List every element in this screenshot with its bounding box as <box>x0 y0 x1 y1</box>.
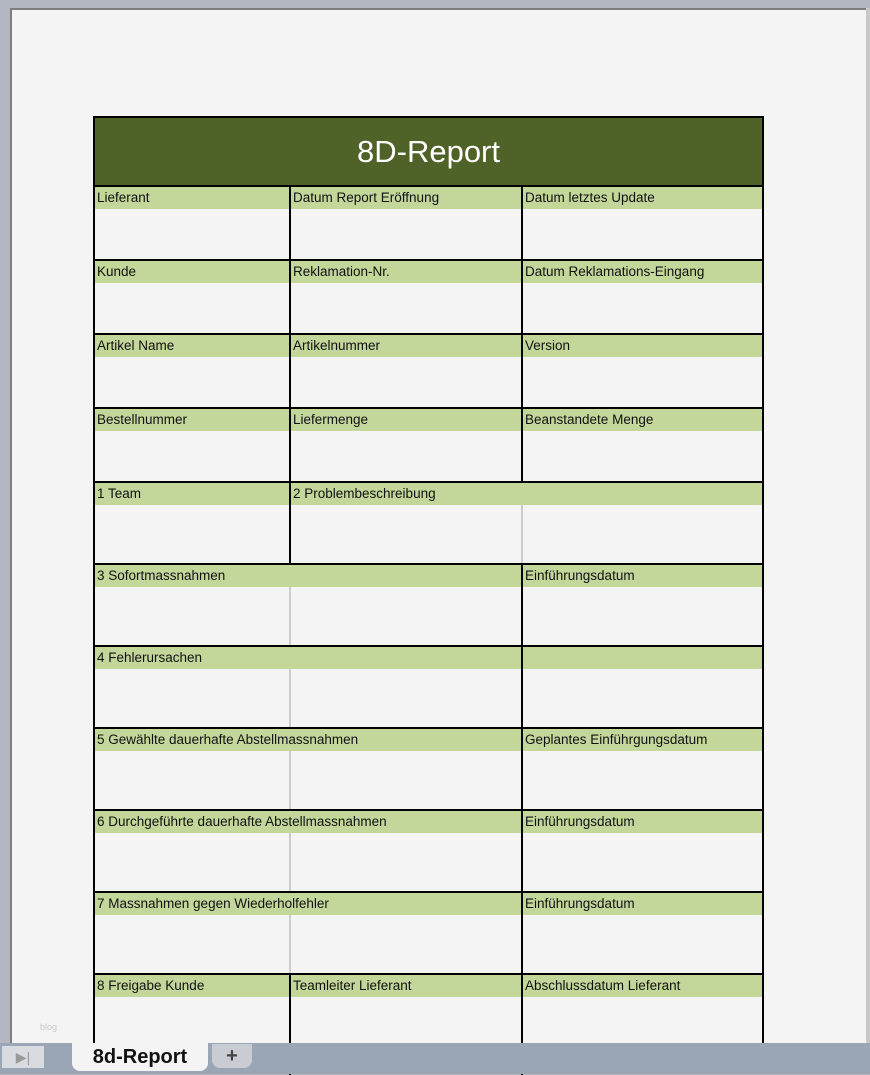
table-row: 8 Freigabe Kunde Teamleiter Lieferant Ab… <box>95 975 762 1075</box>
table-row: Bestellnummer Liefermenge Beanstandete M… <box>95 409 762 483</box>
field-team[interactable]: 1 Team <box>97 486 142 501</box>
scroll-edge <box>866 8 870 1043</box>
field-geplantes-einfuehrungsdatum[interactable]: Geplantes Einführgungsdatum <box>521 729 762 809</box>
watermark: blog <box>40 1022 58 1032</box>
add-sheet-button[interactable]: + <box>212 1044 252 1068</box>
field-einfuehrungsdatum-6[interactable]: Einführungsdatum <box>521 811 762 891</box>
field-einfuehrungsdatum-7[interactable]: Einführungsdatum <box>521 893 762 973</box>
field-abstellmassnahmen-durchgefuehrt[interactable]: 6 Durchgeführte dauerhafte Abstellmassna… <box>97 814 387 829</box>
field-bestellnummer[interactable]: Bestellnummer <box>97 412 188 427</box>
sheet-tab-8d-report[interactable]: 8d-Report <box>72 1043 208 1071</box>
report-title: 8D-Report <box>95 118 762 187</box>
field-datum-letztes-update[interactable]: Datum letztes Update <box>521 187 762 259</box>
table-row: 3 Sofortmassnahmen Einführungsdatum <box>95 565 762 647</box>
field-freigabe-kunde[interactable]: 8 Freigabe Kunde <box>97 978 205 993</box>
field-abstellmassnahmen-gewaehlt[interactable]: 5 Gewählte dauerhafte Abstellmassnahmen <box>97 732 359 747</box>
table-row: 4 Fehlerursachen <box>95 647 762 729</box>
field-einfuehrungsdatum-3[interactable]: Einführungsdatum <box>521 565 762 645</box>
table-row: 1 Team 2 Problembeschreibung <box>95 483 762 565</box>
field-lieferant[interactable]: Lieferant <box>97 190 150 205</box>
field-datum-report-eroeffnung[interactable]: Datum Report Eröffnung <box>289 187 521 259</box>
field-artikelnummer[interactable]: Artikelnummer <box>289 335 521 407</box>
field-artikel-name[interactable]: Artikel Name <box>97 338 175 353</box>
table-row: 7 Massnahmen gegen Wiederholfehler Einfü… <box>95 893 762 975</box>
table-row: Artikel Name Artikelnummer Version <box>95 335 762 409</box>
report-table: 8D-Report Lieferant Datum Report Eröffnu… <box>93 116 764 1075</box>
field-fehlerursachen[interactable]: 4 Fehlerursachen <box>97 650 203 665</box>
field-fehlerursachen-extra[interactable] <box>521 647 762 727</box>
table-row: Lieferant Datum Report Eröffnung Datum l… <box>95 187 762 261</box>
field-abschlussdatum-lieferant[interactable]: Abschlussdatum Lieferant <box>521 975 762 1075</box>
table-row: 6 Durchgeführte dauerhafte Abstellmassna… <box>95 811 762 893</box>
field-wiederholfehler[interactable]: 7 Massnahmen gegen Wiederholfehler <box>97 896 329 911</box>
field-kunde[interactable]: Kunde <box>97 264 137 279</box>
last-sheet-icon[interactable]: ▶| <box>2 1046 44 1068</box>
field-version[interactable]: Version <box>521 335 762 407</box>
table-row: 5 Gewählte dauerhafte Abstellmassnahmen … <box>95 729 762 811</box>
table-row: Kunde Reklamation-Nr. Datum Reklamations… <box>95 261 762 335</box>
field-datum-reklamations-eingang[interactable]: Datum Reklamations-Eingang <box>521 261 762 333</box>
field-liefermenge[interactable]: Liefermenge <box>289 409 521 481</box>
sheet-tab-bar: ▶| 8d-Report + <box>0 1043 870 1074</box>
field-sofortmassnahmen[interactable]: 3 Sofortmassnahmen <box>97 568 226 583</box>
field-problembeschreibung[interactable]: 2 Problembeschreibung <box>289 483 762 563</box>
field-beanstandete-menge[interactable]: Beanstandete Menge <box>521 409 762 481</box>
field-teamleiter-lieferant[interactable]: Teamleiter Lieferant <box>289 975 521 1075</box>
field-reklamation-nr[interactable]: Reklamation-Nr. <box>289 261 521 333</box>
